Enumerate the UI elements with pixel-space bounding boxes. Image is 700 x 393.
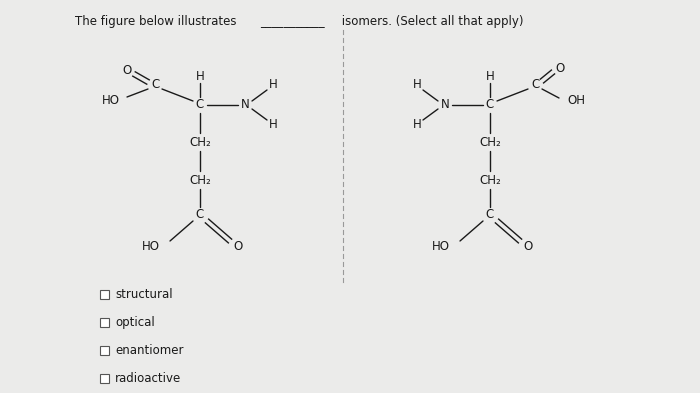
Text: OH: OH (567, 94, 585, 108)
Text: The figure below illustrates: The figure below illustrates (75, 15, 237, 28)
Text: C: C (196, 209, 204, 222)
Text: radioactive: radioactive (115, 372, 181, 385)
Text: CH₂: CH₂ (189, 174, 211, 187)
Text: C: C (486, 209, 494, 222)
Text: H: H (195, 70, 204, 83)
Text: isomers. (Select all that apply): isomers. (Select all that apply) (338, 15, 524, 28)
Bar (100, 346, 109, 355)
Text: C: C (531, 79, 539, 92)
Bar (100, 374, 109, 383)
Text: C: C (151, 79, 159, 92)
Text: CH₂: CH₂ (189, 136, 211, 149)
Text: CH₂: CH₂ (479, 136, 501, 149)
Text: N: N (440, 99, 449, 112)
Text: H: H (486, 70, 494, 83)
Text: O: O (555, 62, 565, 75)
Text: O: O (524, 241, 533, 253)
Bar (100, 290, 109, 299)
Text: H: H (412, 119, 421, 132)
Text: N: N (241, 99, 249, 112)
Text: HO: HO (102, 94, 120, 108)
Text: O: O (122, 64, 132, 77)
Text: structural: structural (115, 288, 173, 301)
Text: enantiomer: enantiomer (115, 344, 183, 357)
Text: CH₂: CH₂ (479, 174, 501, 187)
Bar (100, 318, 109, 327)
Text: C: C (486, 99, 494, 112)
Text: H: H (412, 79, 421, 92)
Text: C: C (196, 99, 204, 112)
Text: H: H (269, 79, 277, 92)
Text: HO: HO (432, 241, 450, 253)
Text: O: O (233, 241, 243, 253)
Text: optical: optical (115, 316, 155, 329)
Text: H: H (269, 119, 277, 132)
Text: ___________: ___________ (260, 15, 325, 28)
Text: HO: HO (142, 241, 160, 253)
